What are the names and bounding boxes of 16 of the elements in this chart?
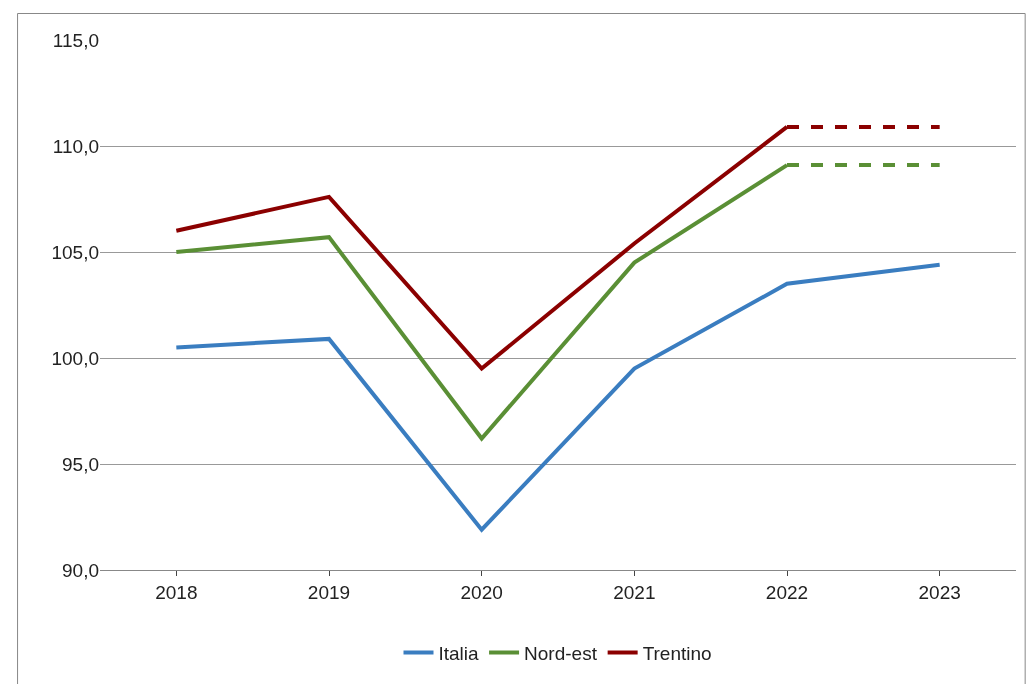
y-tick-label: 110,0 — [52, 135, 99, 157]
legend-label: Italia — [438, 642, 480, 664]
x-tick-label: 2021 — [613, 581, 656, 603]
line-series — [174, 262, 942, 532]
y-tick-label: 115,0 — [52, 29, 99, 51]
x-tick-label: 2022 — [765, 581, 809, 603]
legend-label: Trentino — [642, 642, 712, 664]
y-tick-label: 90,0 — [62, 559, 99, 581]
x-tick-label: 2018 — [155, 581, 198, 603]
y-tick-label: 105,0 — [51, 241, 99, 263]
x-tick-label: 2019 — [307, 581, 351, 603]
x-tick-label: 2023 — [918, 581, 961, 603]
x-tick-label: 2020 — [460, 581, 503, 603]
y-tick-label: 100,0 — [51, 347, 99, 369]
legend-label: Nord-est — [524, 642, 598, 664]
y-tick-label: 95,0 — [62, 453, 99, 475]
